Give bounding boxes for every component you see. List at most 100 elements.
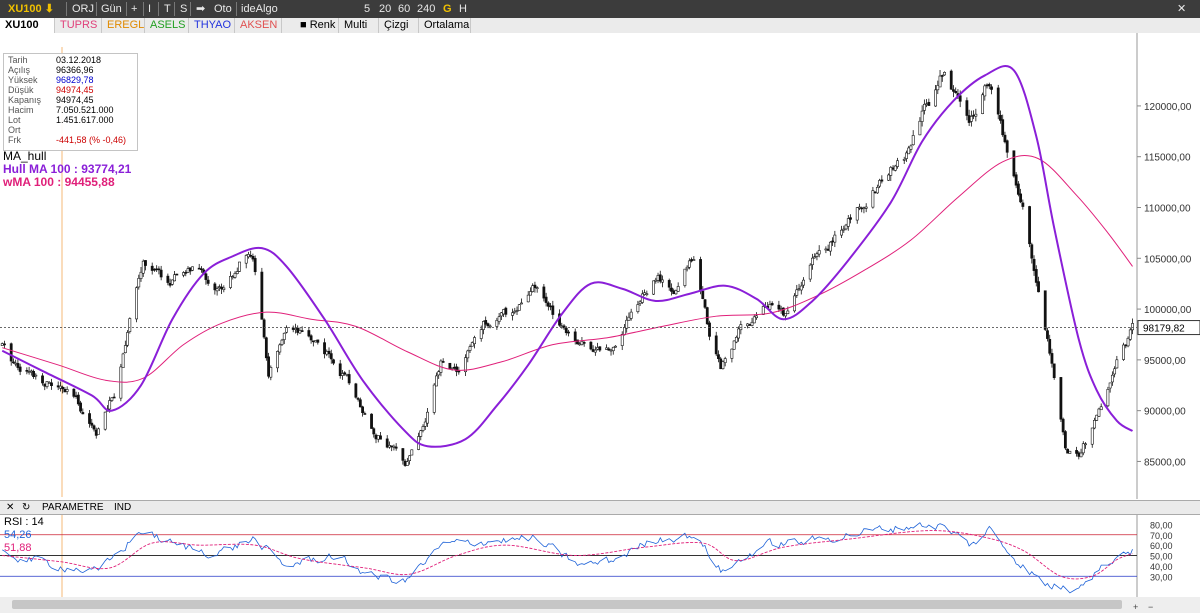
candle-body bbox=[949, 70, 953, 90]
candle-body bbox=[41, 375, 44, 384]
s-button[interactable]: S bbox=[180, 3, 188, 15]
h-button[interactable]: H bbox=[459, 3, 467, 15]
parametre-button[interactable]: PARAMETRE bbox=[42, 502, 104, 513]
g-button[interactable]: G bbox=[443, 3, 452, 15]
candle-body bbox=[755, 315, 758, 319]
close-indicator-icon[interactable]: ✕ bbox=[6, 502, 15, 513]
candle-body bbox=[421, 426, 425, 431]
candle-body bbox=[911, 135, 915, 146]
period-20-button[interactable]: 20 bbox=[379, 3, 392, 15]
candle-body bbox=[186, 268, 190, 273]
tab-label: ASELS bbox=[150, 19, 186, 31]
candle-body bbox=[372, 428, 376, 435]
candle-body bbox=[1061, 418, 1065, 433]
tab-label: AKSEN bbox=[240, 19, 278, 31]
tab-aksen[interactable]: AKSEN bbox=[235, 18, 282, 33]
wma-legend: wMA 100 : 94455,88 bbox=[3, 175, 115, 189]
candle-body bbox=[808, 264, 812, 280]
rsi-label: RSI : 14 bbox=[4, 516, 44, 528]
tab-ortalama[interactable]: Ortalama bbox=[419, 18, 471, 33]
candle-body bbox=[159, 269, 163, 278]
period-60-button[interactable]: 60 bbox=[398, 3, 411, 15]
candle-body bbox=[1075, 450, 1078, 454]
info-row-kapanis: Kapanış 94974,45 bbox=[8, 95, 94, 105]
tab-asels[interactable]: ASELS bbox=[145, 18, 189, 33]
tab-label: XU100 bbox=[5, 19, 39, 31]
candle-body bbox=[18, 366, 22, 372]
candle-body bbox=[643, 292, 646, 295]
candle-body bbox=[605, 347, 608, 350]
refresh-icon[interactable]: ↻ bbox=[22, 502, 31, 513]
candle-body bbox=[32, 371, 35, 377]
rsi-tick-label: 40,00 bbox=[1150, 562, 1173, 572]
tab-eregl[interactable]: EREGL bbox=[102, 18, 145, 33]
candle-body bbox=[1113, 368, 1117, 375]
candle-body bbox=[450, 367, 454, 370]
candle-body bbox=[629, 311, 633, 319]
period-240-button[interactable]: 240 bbox=[417, 3, 436, 15]
candle-body bbox=[777, 304, 781, 310]
period-gun-button[interactable]: Gün bbox=[101, 3, 122, 15]
candle-body bbox=[936, 85, 940, 91]
t-button[interactable]: T bbox=[164, 3, 171, 15]
rsi-tick-label: 80,00 bbox=[1150, 520, 1173, 530]
rsi-line bbox=[2, 522, 1133, 594]
candle-body bbox=[1079, 452, 1083, 458]
zoom-out-icon: − bbox=[1148, 602, 1153, 612]
candle-body bbox=[983, 85, 987, 97]
candle-body bbox=[153, 268, 156, 271]
tab-label: Multi bbox=[344, 19, 368, 31]
candle-body bbox=[708, 322, 711, 337]
idealgo-button[interactable]: ideAlgo bbox=[241, 3, 278, 15]
y-axis: 85000,00 90000,00 95000,00 100000,00 105000,… bbox=[1137, 102, 1200, 468]
candle-body bbox=[858, 206, 861, 209]
candle-body bbox=[730, 348, 734, 359]
candle-body bbox=[253, 258, 257, 273]
candle-body bbox=[551, 305, 555, 315]
price-panel-bg bbox=[0, 33, 1200, 499]
candle-body bbox=[332, 359, 335, 364]
tab-multi[interactable]: Multi bbox=[339, 18, 379, 33]
candle-body bbox=[72, 388, 76, 397]
candle-body bbox=[309, 335, 313, 341]
candle-body bbox=[144, 260, 147, 266]
candle-body bbox=[394, 446, 398, 449]
tab-tuprs[interactable]: TUPRS bbox=[55, 18, 102, 33]
candle-body bbox=[3, 343, 6, 346]
tab-cizgi[interactable]: Çizgi bbox=[379, 18, 419, 33]
candle-body bbox=[990, 86, 993, 90]
candle-body bbox=[238, 261, 241, 272]
candle-body bbox=[802, 279, 805, 286]
candle-body bbox=[533, 284, 537, 288]
candle-body bbox=[920, 110, 924, 122]
tab-thyao[interactable]: THYAO bbox=[189, 18, 235, 33]
candle-body bbox=[74, 395, 78, 397]
candle-body bbox=[1077, 452, 1081, 457]
candle-body bbox=[170, 279, 174, 285]
tab-renk[interactable]: ■ Renk bbox=[295, 18, 339, 33]
orj-button[interactable]: ORJ bbox=[72, 3, 94, 15]
zoom-plus-button[interactable]: + bbox=[131, 3, 138, 15]
candle-body bbox=[938, 75, 942, 88]
tab-xu100[interactable]: XU100 bbox=[0, 18, 55, 33]
candle-body bbox=[670, 287, 673, 292]
candle-body bbox=[1037, 281, 1040, 293]
candle-body bbox=[217, 286, 221, 288]
tab-label: EREGL bbox=[107, 19, 145, 31]
candle-body bbox=[1110, 374, 1114, 383]
candle-body bbox=[1068, 450, 1072, 454]
period-5-button[interactable]: 5 bbox=[364, 3, 371, 15]
candle-body bbox=[379, 435, 382, 440]
oto-button[interactable]: Oto bbox=[214, 3, 232, 15]
candle-body bbox=[958, 95, 962, 102]
ind-button[interactable]: IND bbox=[114, 502, 132, 513]
close-icon[interactable]: ✕ bbox=[1177, 3, 1187, 15]
symbol-selector[interactable]: XU100 ⬇ bbox=[8, 2, 54, 16]
candle-body bbox=[112, 396, 116, 399]
candle-body bbox=[549, 305, 552, 308]
candle-body bbox=[173, 274, 176, 282]
arrow-right-icon[interactable]: ➡ bbox=[196, 3, 206, 15]
i-button[interactable]: I bbox=[148, 3, 152, 15]
candle-body bbox=[392, 445, 396, 448]
